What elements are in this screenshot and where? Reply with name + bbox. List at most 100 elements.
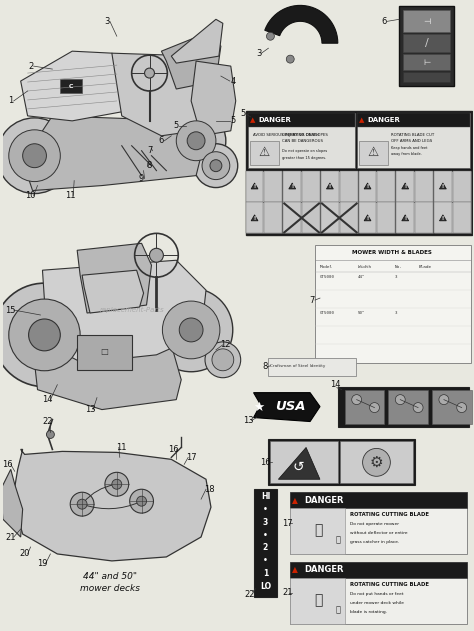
- Text: !: !: [254, 216, 255, 221]
- Text: Width: Width: [358, 265, 371, 269]
- Text: CAN BE DANGEROUS: CAN BE DANGEROUS: [283, 139, 323, 143]
- Circle shape: [149, 288, 233, 372]
- Text: OPERATING ON SLOPES: OPERATING ON SLOPES: [283, 133, 328, 137]
- Text: ▲: ▲: [250, 117, 255, 123]
- Bar: [345, 390, 384, 423]
- Text: Keep hands and feet: Keep hands and feet: [392, 146, 428, 150]
- Text: HI: HI: [261, 492, 270, 501]
- Bar: [321, 170, 358, 201]
- Polygon shape: [191, 61, 236, 136]
- Bar: [290, 492, 467, 554]
- Text: 🦶: 🦶: [335, 605, 340, 614]
- Text: 15: 15: [6, 305, 16, 314]
- Text: 4: 4: [230, 76, 236, 86]
- Bar: [434, 203, 452, 233]
- Text: blade is rotating.: blade is rotating.: [350, 610, 387, 614]
- Polygon shape: [251, 183, 258, 189]
- Circle shape: [0, 283, 96, 387]
- Bar: [434, 203, 471, 233]
- Text: 1: 1: [8, 97, 13, 105]
- Text: 22: 22: [245, 590, 255, 599]
- Circle shape: [457, 403, 467, 413]
- Text: •: •: [263, 531, 268, 540]
- Text: ⚠: ⚠: [368, 146, 379, 159]
- Polygon shape: [439, 183, 447, 189]
- Bar: [388, 390, 428, 423]
- Bar: [321, 203, 358, 233]
- Text: !: !: [329, 184, 331, 189]
- Text: 13: 13: [85, 405, 95, 414]
- Bar: [315, 245, 471, 363]
- Circle shape: [0, 118, 72, 194]
- Text: ROTATING BLADE CUT: ROTATING BLADE CUT: [392, 133, 435, 137]
- Text: 3: 3: [263, 517, 268, 527]
- Polygon shape: [364, 183, 371, 189]
- Text: 🖐: 🖐: [314, 593, 322, 607]
- Bar: [434, 170, 452, 201]
- Bar: [340, 442, 413, 483]
- Text: 9: 9: [139, 174, 144, 183]
- Text: •: •: [263, 557, 268, 565]
- Bar: [453, 170, 471, 201]
- Text: 19: 19: [37, 560, 48, 569]
- Bar: [340, 203, 358, 233]
- Text: 44" and 50": 44" and 50": [83, 572, 137, 581]
- Text: 7: 7: [147, 146, 152, 155]
- Text: away from blade.: away from blade.: [392, 151, 422, 156]
- Bar: [396, 203, 433, 233]
- Text: Model: Model: [320, 265, 333, 269]
- Bar: [396, 203, 414, 233]
- Bar: [246, 170, 283, 201]
- Text: 2: 2: [263, 543, 268, 553]
- Text: Do not operate mower: Do not operate mower: [350, 522, 399, 526]
- Text: 11: 11: [65, 191, 75, 200]
- Text: ROTATING CUTTING BLADE: ROTATING CUTTING BLADE: [350, 582, 428, 587]
- Text: DANGER: DANGER: [367, 117, 401, 123]
- Bar: [403, 54, 450, 70]
- Bar: [271, 442, 338, 483]
- Circle shape: [112, 480, 122, 489]
- Text: 🦶: 🦶: [335, 536, 340, 545]
- Bar: [396, 170, 433, 201]
- Text: 21: 21: [6, 533, 16, 541]
- Circle shape: [46, 430, 55, 439]
- Text: ▲: ▲: [292, 565, 298, 574]
- Bar: [302, 203, 320, 233]
- Circle shape: [163, 301, 220, 359]
- Text: ⚙: ⚙: [370, 455, 383, 470]
- Text: C: C: [69, 83, 73, 88]
- Text: DANGER: DANGER: [258, 117, 292, 123]
- Text: Do not operate on slopes: Do not operate on slopes: [283, 149, 328, 153]
- Bar: [246, 203, 283, 233]
- Bar: [434, 170, 471, 201]
- Circle shape: [179, 318, 203, 342]
- Circle shape: [286, 55, 294, 63]
- Text: ↺: ↺: [292, 461, 304, 475]
- Bar: [321, 203, 339, 233]
- Text: greater than 15 degrees.: greater than 15 degrees.: [283, 156, 327, 160]
- Text: ⊣: ⊣: [423, 17, 431, 26]
- Text: No.: No.: [394, 265, 402, 269]
- Bar: [359, 203, 376, 233]
- Text: •: •: [263, 505, 268, 514]
- Text: 🖐: 🖐: [314, 523, 322, 537]
- Polygon shape: [327, 183, 333, 189]
- Circle shape: [9, 299, 80, 371]
- Circle shape: [105, 473, 129, 496]
- Text: 8: 8: [263, 362, 268, 371]
- Bar: [321, 170, 339, 201]
- Circle shape: [23, 144, 46, 168]
- Circle shape: [149, 248, 164, 262]
- Polygon shape: [439, 215, 447, 221]
- Text: replacement-Parts: replacement-Parts: [100, 307, 164, 313]
- Polygon shape: [278, 447, 320, 480]
- Polygon shape: [82, 270, 144, 313]
- Text: grass catcher in place.: grass catcher in place.: [350, 540, 399, 544]
- Circle shape: [145, 68, 155, 78]
- Text: 5: 5: [240, 109, 246, 119]
- Bar: [247, 113, 355, 168]
- Text: GT5000: GT5000: [320, 275, 335, 279]
- Text: 10: 10: [25, 191, 36, 200]
- Text: OFF ARMS AND LEGS: OFF ARMS AND LEGS: [392, 139, 433, 143]
- Bar: [247, 113, 355, 127]
